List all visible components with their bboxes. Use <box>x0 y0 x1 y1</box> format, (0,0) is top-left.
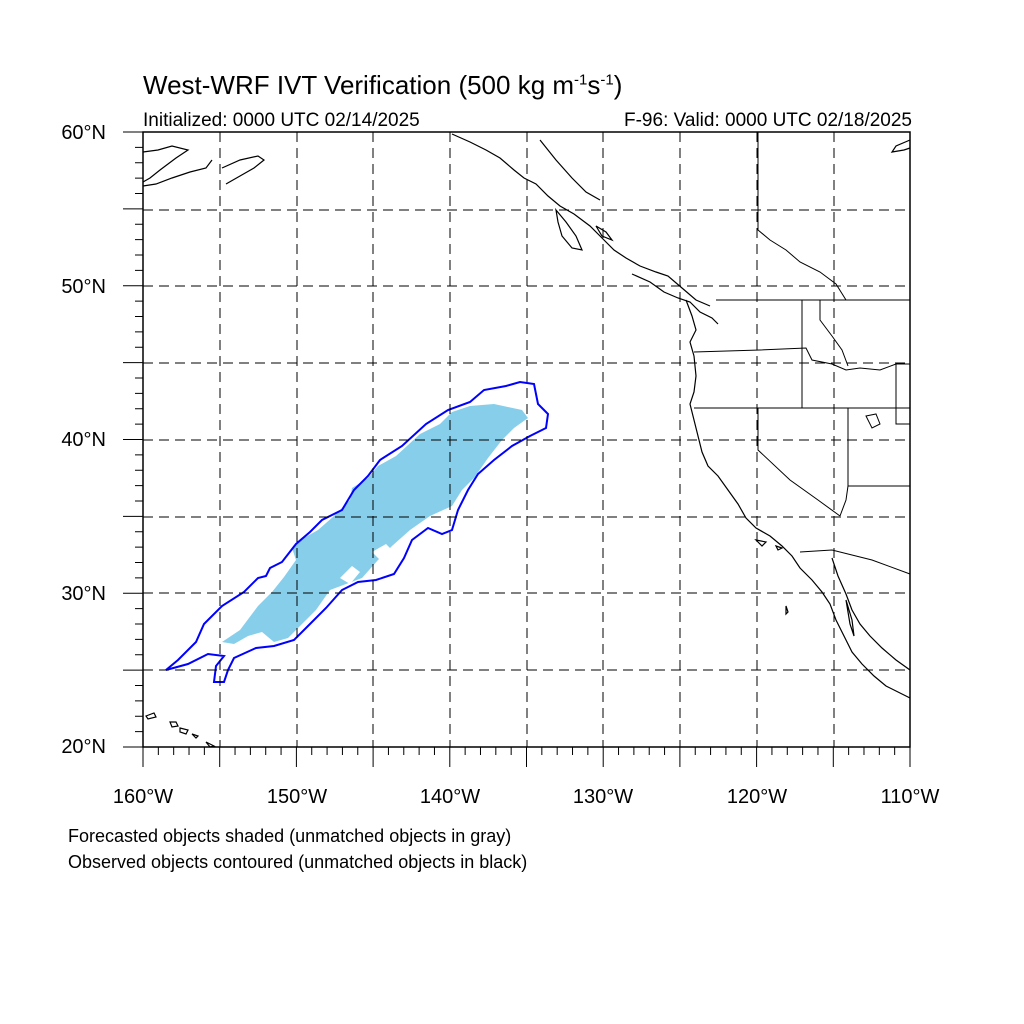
lon-label: 120°W <box>726 786 788 808</box>
lat-lon-grid <box>143 132 910 747</box>
axis-ticks <box>123 131 911 767</box>
lon-label: 150°W <box>266 786 328 808</box>
forecast-object-shaded <box>222 404 528 644</box>
forecast-gap <box>340 566 360 584</box>
observed-note: Observed objects contoured (unmatched ob… <box>68 852 528 872</box>
lon-label: 110°W <box>880 786 940 808</box>
lat-label: 30°N <box>61 583 106 605</box>
valid-time: F-96: Valid: 0000 UTC 02/18/2025 <box>624 110 912 131</box>
lat-label: 60°N <box>61 122 106 144</box>
lat-label: 20°N <box>61 736 106 758</box>
hawaii-islands <box>145 712 216 748</box>
forecast-gap <box>372 544 392 560</box>
initialized-time: Initialized: 0000 UTC 02/14/2025 <box>143 110 420 131</box>
state-boundaries <box>693 132 911 575</box>
map-title: West-WRF IVT Verification (500 kg m-1s-1… <box>143 70 623 100</box>
lon-label: 160°W <box>112 786 174 808</box>
us-coastline <box>689 355 911 699</box>
coastline <box>142 133 911 357</box>
lat-label: 40°N <box>61 429 106 451</box>
forecast-note: Forecasted objects shaded (unmatched obj… <box>68 826 512 846</box>
lon-label: 130°W <box>572 786 634 808</box>
lon-label: 140°W <box>419 786 481 808</box>
lat-label: 50°N <box>61 276 106 298</box>
observed-object-contour <box>165 380 550 683</box>
